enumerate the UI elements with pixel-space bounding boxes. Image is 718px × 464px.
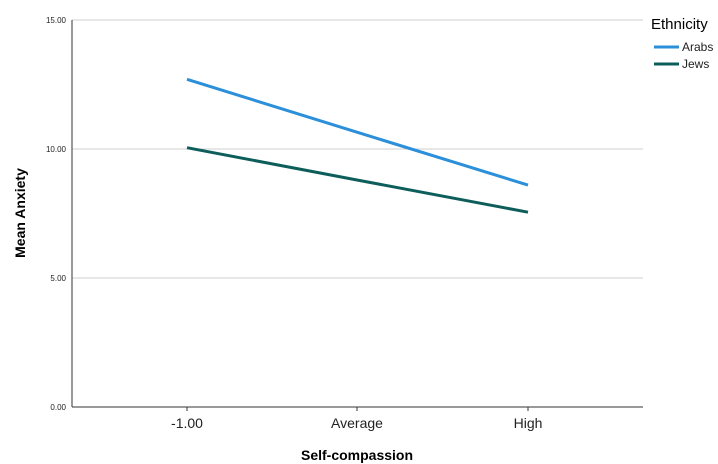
y-tick-label: 0.00 [50, 403, 66, 412]
y-tick-label: 5.00 [50, 274, 66, 283]
y-tick-labels: 0.00 5.00 10.00 15.00 [46, 16, 67, 412]
series-line-arabs [186, 77, 529, 187]
series-line-jews [186, 146, 529, 214]
series-lines [186, 77, 529, 214]
x-tick-label: Average [331, 415, 383, 431]
legend-label-jews: Jews [682, 57, 709, 71]
gridlines [72, 19, 643, 279]
y-tick-label: 15.00 [46, 16, 67, 25]
x-tick-label: High [514, 415, 543, 431]
legend-label-arabs: Arabs [682, 40, 713, 54]
x-tick-labels: -1.00 Average High [171, 407, 542, 431]
y-axis-title: Mean Anxiety [12, 168, 28, 258]
legend-items: Arabs Jews [654, 40, 713, 71]
x-tick-label: -1.00 [171, 415, 203, 431]
legend: Ethnicity Arabs Jews [651, 16, 713, 71]
y-tick-label: 10.00 [46, 145, 67, 154]
legend-title: Ethnicity [651, 16, 708, 33]
x-axis-title: Self-compassion [301, 447, 413, 463]
